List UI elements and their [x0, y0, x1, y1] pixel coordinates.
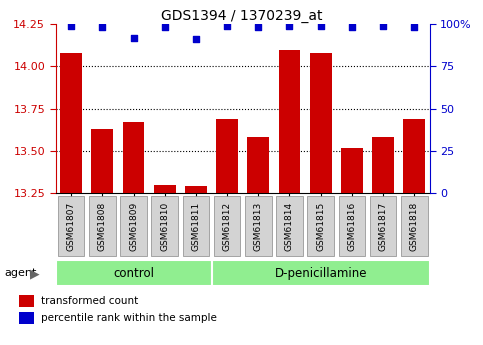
Point [348, 24, 356, 29]
Bar [185, 186, 207, 193]
Point [161, 24, 169, 29]
Text: ▶: ▶ [30, 267, 40, 280]
FancyBboxPatch shape [214, 196, 241, 256]
Text: GSM61816: GSM61816 [347, 201, 356, 250]
FancyBboxPatch shape [276, 196, 303, 256]
Point [411, 24, 418, 29]
Point [317, 23, 325, 29]
Text: agent: agent [5, 268, 37, 278]
Point [285, 23, 293, 29]
FancyBboxPatch shape [212, 260, 430, 286]
Bar [372, 137, 394, 193]
Point [67, 23, 75, 29]
FancyBboxPatch shape [183, 196, 209, 256]
Text: D-penicillamine: D-penicillamine [274, 267, 367, 280]
Point [129, 35, 137, 40]
FancyBboxPatch shape [120, 196, 147, 256]
FancyBboxPatch shape [245, 196, 271, 256]
Text: transformed count: transformed count [41, 296, 138, 306]
Text: GSM61811: GSM61811 [191, 201, 200, 250]
Bar [91, 129, 113, 193]
Bar [19, 312, 34, 324]
Bar [123, 122, 144, 193]
FancyBboxPatch shape [401, 196, 427, 256]
Bar [216, 119, 238, 193]
Text: GDS1394 / 1370239_at: GDS1394 / 1370239_at [161, 9, 322, 23]
Text: control: control [113, 267, 154, 280]
Bar [247, 137, 269, 193]
Bar [310, 53, 332, 193]
Point [223, 23, 231, 29]
FancyBboxPatch shape [58, 196, 85, 256]
Point [379, 23, 387, 29]
Text: GSM61818: GSM61818 [410, 201, 419, 250]
Text: GSM61817: GSM61817 [379, 201, 387, 250]
Text: GSM61812: GSM61812 [223, 201, 232, 250]
Point [255, 24, 262, 29]
FancyBboxPatch shape [56, 260, 212, 286]
Text: GSM61814: GSM61814 [285, 201, 294, 250]
Text: GSM61807: GSM61807 [67, 201, 76, 250]
Text: GSM61809: GSM61809 [129, 201, 138, 250]
FancyBboxPatch shape [152, 196, 178, 256]
Text: percentile rank within the sample: percentile rank within the sample [41, 314, 216, 323]
Bar [341, 148, 363, 193]
Text: GSM61815: GSM61815 [316, 201, 325, 250]
Bar [19, 295, 34, 307]
Bar [403, 119, 425, 193]
FancyBboxPatch shape [89, 196, 115, 256]
Text: GSM61810: GSM61810 [160, 201, 169, 250]
Bar [279, 49, 300, 193]
Point [99, 24, 106, 29]
Text: GSM61808: GSM61808 [98, 201, 107, 250]
Point [192, 37, 200, 42]
Text: GSM61813: GSM61813 [254, 201, 263, 250]
Bar [154, 185, 176, 193]
FancyBboxPatch shape [339, 196, 365, 256]
Bar [60, 53, 82, 193]
FancyBboxPatch shape [308, 196, 334, 256]
FancyBboxPatch shape [370, 196, 397, 256]
